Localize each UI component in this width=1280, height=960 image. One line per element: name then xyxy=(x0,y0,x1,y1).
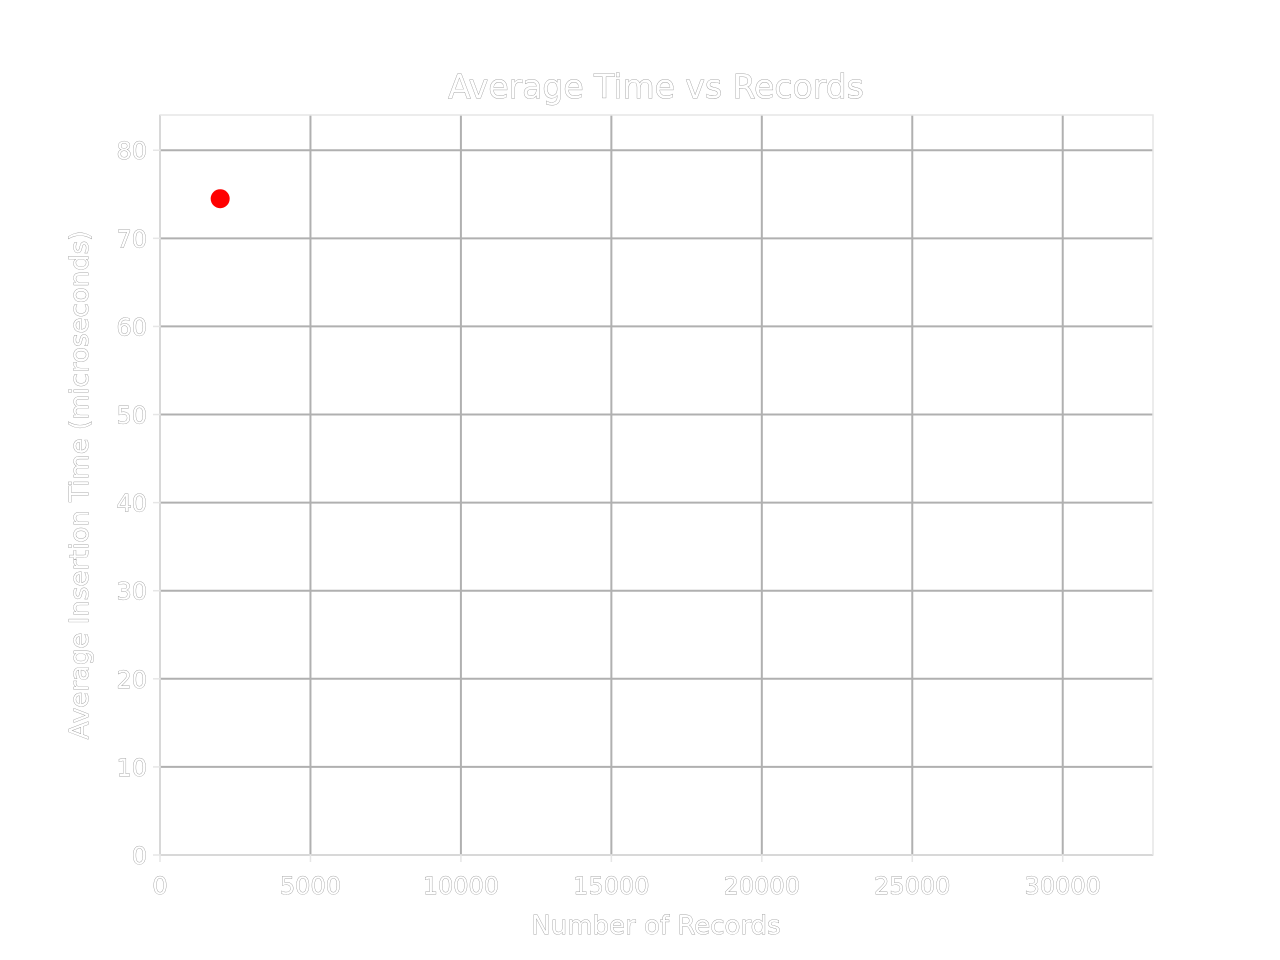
data-point xyxy=(210,189,230,209)
x-tick-label: 5000 xyxy=(280,872,341,900)
y-tick-label: 40 xyxy=(116,490,147,518)
y-axis-label: Average Insertion Time (microseconds) xyxy=(65,231,95,740)
tick-layer: 0 5000 10000 15000 20000 25000 30000 0 10 20 30 40 5… xyxy=(116,137,1101,900)
y-tick-label: 50 xyxy=(116,402,147,430)
point-layer xyxy=(210,189,230,209)
x-tick-label: 20000 xyxy=(724,872,800,900)
y-tick-label: 60 xyxy=(116,313,147,341)
x-tick-label: 0 xyxy=(152,872,167,900)
x-tick-label: 25000 xyxy=(874,872,950,900)
x-tick-label: 10000 xyxy=(423,872,499,900)
y-tick-label: 80 xyxy=(116,137,147,165)
plot-frame xyxy=(159,114,1154,856)
x-tick-label: 15000 xyxy=(573,872,649,900)
chart-title: Average Time vs Records xyxy=(448,67,864,106)
y-tick-label: 10 xyxy=(116,754,147,782)
x-axis-label: Number of Records xyxy=(531,911,780,941)
grid-layer xyxy=(159,115,1153,856)
y-tick-label: 0 xyxy=(132,842,147,870)
y-tick-label: 30 xyxy=(116,578,147,606)
x-tick-label: 30000 xyxy=(1025,872,1101,900)
y-tick-label: 20 xyxy=(116,666,147,694)
y-tick-label: 70 xyxy=(116,225,147,253)
